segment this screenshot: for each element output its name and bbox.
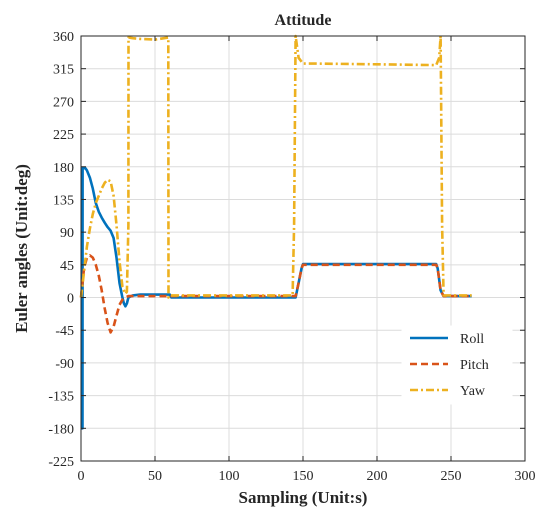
y-tick-label: 180 — [53, 161, 74, 176]
y-tick-label: -135 — [48, 390, 74, 405]
y-tick-label: 270 — [53, 95, 74, 110]
y-tick-label: -90 — [55, 357, 74, 372]
chart-title: Attitude — [275, 12, 332, 29]
legend-label-yaw: Yaw — [460, 384, 486, 399]
series-layer — [79, 34, 472, 430]
y-tick-label: 315 — [53, 63, 74, 78]
y-tick-label: 90 — [60, 226, 74, 241]
legend-label-roll: Roll — [460, 332, 484, 347]
y-tick-label: 135 — [53, 193, 74, 208]
y-tick-label: 0 — [67, 292, 74, 307]
x-tick-label: 250 — [441, 469, 462, 484]
x-axis-title: Sampling (Unit:s) — [239, 488, 368, 507]
tick-layer: 0 50 100 150 200 250 300 360 315 270 225 180 135 90 45… — [48, 30, 535, 484]
y-tick-label: -180 — [48, 422, 74, 437]
series-line-yaw — [79, 34, 472, 299]
x-tick-label: 200 — [367, 469, 388, 484]
x-tick-label: 150 — [293, 469, 314, 484]
grid-layer — [80, 35, 526, 462]
y-axis-title: Euler angles (Unit:deg) — [12, 164, 31, 333]
y-tick-label: 360 — [53, 30, 74, 45]
y-tick-label: -45 — [55, 324, 74, 339]
legend-label-pitch: Pitch — [460, 358, 489, 373]
x-tick-label: 50 — [148, 469, 162, 484]
y-tick-label: 45 — [60, 259, 74, 274]
y-tick-label: -225 — [48, 455, 74, 470]
x-tick-label: 0 — [78, 469, 85, 484]
x-tick-label: 300 — [515, 469, 536, 484]
y-tick-label: 225 — [53, 128, 74, 143]
x-tick-label: 100 — [219, 469, 240, 484]
legend: Roll Pitch Yaw — [401, 325, 513, 405]
series-line-pitch — [79, 254, 472, 334]
